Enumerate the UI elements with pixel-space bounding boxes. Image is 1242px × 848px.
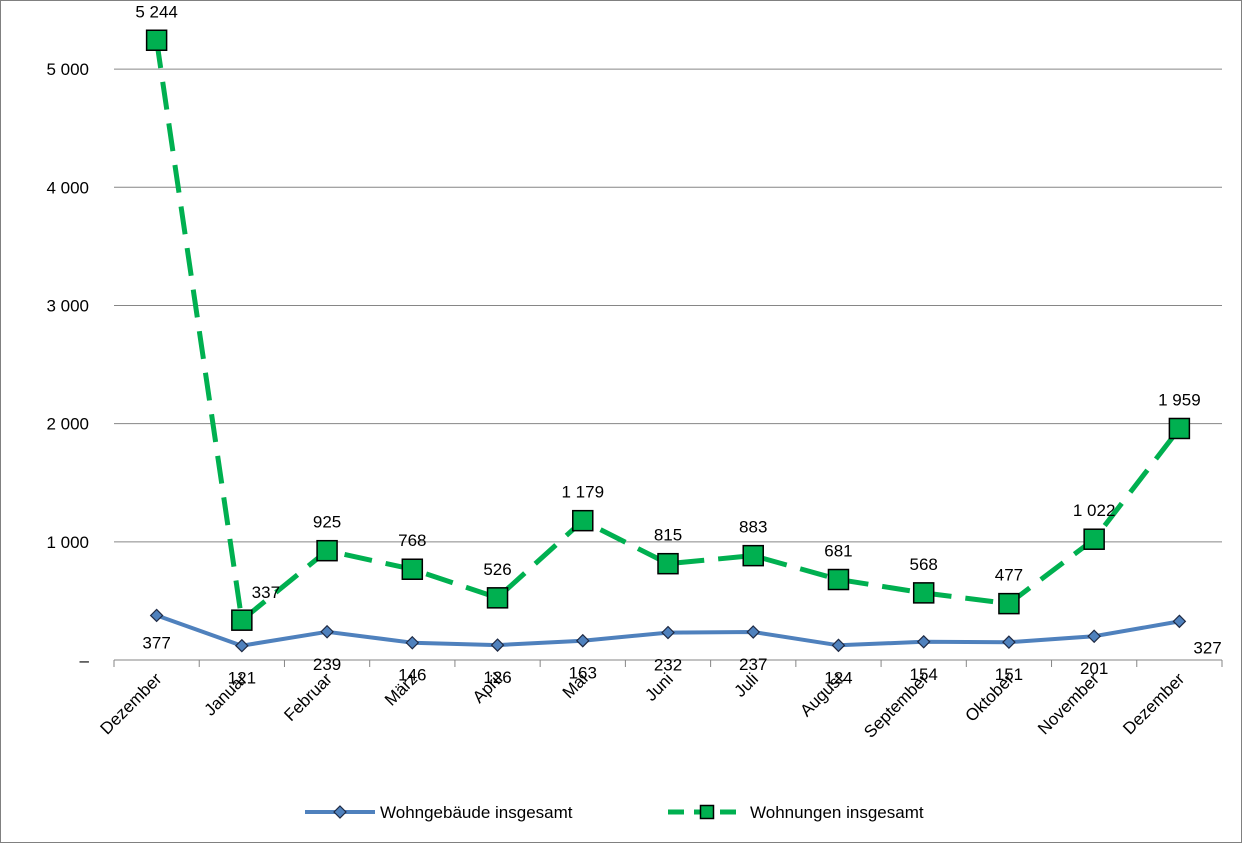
point-wohnungen-5 xyxy=(572,509,594,532)
point-wohngebaeude-0 xyxy=(149,608,164,623)
data-label-wohnungen-2: 925 xyxy=(313,513,341,532)
point-wohnungen-7 xyxy=(742,544,764,567)
data-label-wohnungen-12: 1 959 xyxy=(1158,390,1201,409)
point-wohngebaeude-11 xyxy=(1087,629,1102,644)
y-tick-label-5: 5 000 xyxy=(46,60,89,79)
point-wohnungen-4 xyxy=(486,587,509,609)
legend-marker-wohngebaeude xyxy=(333,805,347,819)
data-label-wohnungen-11: 1 022 xyxy=(1073,501,1116,520)
point-wohnungen-1 xyxy=(231,609,253,631)
data-label-wohngebaeude-3: 146 xyxy=(398,666,426,685)
point-wohngebaeude-10 xyxy=(1002,635,1016,650)
legend-label-wohngebaeude: Wohngebäude insgesamt xyxy=(380,803,573,822)
y-tick-label-0: – xyxy=(80,651,90,670)
data-label-wohnungen-4: 526 xyxy=(483,560,511,579)
legend-label-wohnungen: Wohnungen insgesamt xyxy=(750,803,924,822)
data-label-wohnungen-0: 5 244 xyxy=(135,2,178,21)
data-label-wohnungen-3: 768 xyxy=(398,531,426,550)
data-label-wohngebaeude-5: 163 xyxy=(569,664,597,683)
data-label-wohngebaeude-6: 232 xyxy=(654,656,682,675)
point-wohngebaeude-3 xyxy=(405,635,420,650)
point-wohnungen-8 xyxy=(827,568,850,591)
point-wohngebaeude-7 xyxy=(746,625,761,639)
point-wohnungen-6 xyxy=(657,552,679,575)
data-label-wohnungen-6: 815 xyxy=(654,526,682,545)
point-wohngebaeude-12 xyxy=(1172,614,1187,629)
point-wohngebaeude-2 xyxy=(320,624,334,639)
point-wohngebaeude-5 xyxy=(575,633,590,648)
data-label-wohngebaeude-9: 154 xyxy=(910,665,938,684)
point-wohngebaeude-1 xyxy=(234,638,249,653)
y-tick-label-1: 1 000 xyxy=(46,533,89,552)
point-wohnungen-12 xyxy=(1168,417,1191,440)
data-label-wohngebaeude-8: 124 xyxy=(824,668,852,687)
point-wohnungen-0 xyxy=(145,29,168,52)
point-wohngebaeude-9 xyxy=(916,634,931,649)
point-wohnungen-3 xyxy=(401,558,424,580)
point-wohnungen-11 xyxy=(1083,528,1105,550)
data-label-wohnungen-1: 337 xyxy=(252,583,280,602)
data-label-wohngebaeude-1: 121 xyxy=(228,669,256,688)
point-wohngebaeude-8 xyxy=(831,638,846,653)
point-wohnungen-2 xyxy=(316,539,338,562)
data-label-wohngebaeude-7: 237 xyxy=(739,655,767,674)
y-tick-label-3: 3 000 xyxy=(46,296,89,315)
legend-marker-wohnungen xyxy=(699,804,715,820)
data-label-wohnungen-8: 681 xyxy=(824,542,852,561)
data-label-wohngebaeude-2: 239 xyxy=(313,655,341,674)
data-label-wohnungen-9: 568 xyxy=(910,555,938,574)
data-label-wohnungen-10: 477 xyxy=(995,566,1023,585)
point-wohnungen-10 xyxy=(998,592,1020,615)
data-label-wohngebaeude-11: 201 xyxy=(1080,659,1108,678)
data-label-wohngebaeude-12: 327 xyxy=(1193,638,1221,657)
data-label-wohngebaeude-4: 126 xyxy=(483,668,511,687)
point-wohngebaeude-4 xyxy=(490,638,505,652)
data-label-wohngebaeude-0: 377 xyxy=(142,633,170,652)
data-label-wohnungen-5: 1 179 xyxy=(561,483,604,502)
point-wohnungen-9 xyxy=(912,582,935,604)
data-label-wohngebaeude-10: 151 xyxy=(995,665,1023,684)
data-label-wohnungen-7: 883 xyxy=(739,518,767,537)
y-tick-label-4: 4 000 xyxy=(46,178,89,197)
point-wohngebaeude-6 xyxy=(661,625,675,640)
y-tick-label-2: 2 000 xyxy=(46,415,89,434)
